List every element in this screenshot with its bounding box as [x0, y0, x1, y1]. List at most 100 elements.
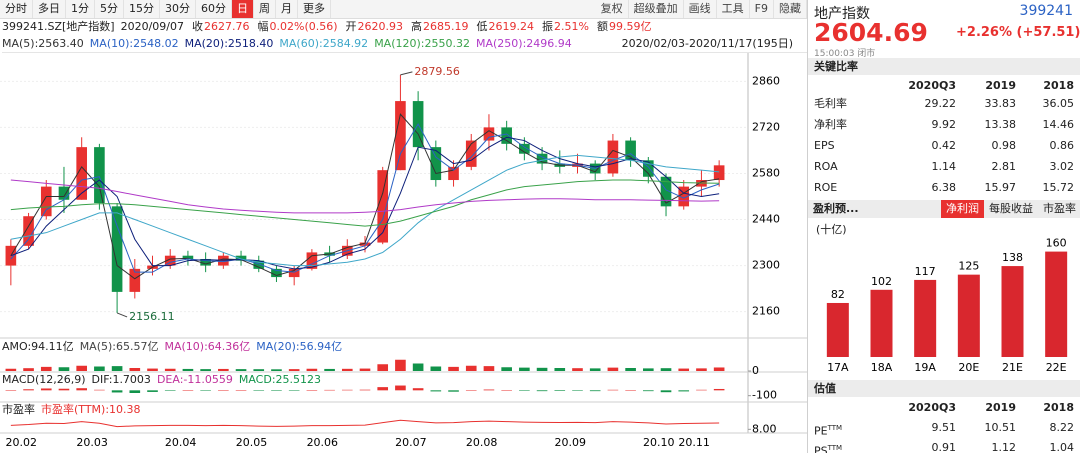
legend-entry: DIF:1.7003 — [91, 373, 151, 386]
period-button[interactable]: 30分 — [160, 0, 196, 18]
y-tick-label: -100 — [752, 389, 777, 402]
indicator-bar — [696, 368, 707, 371]
indicator-bar — [359, 368, 371, 371]
period-button[interactable]: 1分 — [66, 0, 95, 18]
cell-value: 2.81 — [991, 160, 1017, 173]
forecast-tab[interactable]: 市盈率 — [1043, 202, 1076, 215]
cell-value: 3.02 — [1049, 160, 1075, 173]
x-tick-label: 20.06 — [307, 436, 339, 449]
indicator-bar — [643, 390, 654, 392]
indicator-bar — [147, 390, 158, 392]
row-label: PSTTM — [814, 438, 901, 453]
field-value: 2620.93 — [357, 20, 404, 33]
x-tick-label: 22E — [1046, 361, 1067, 374]
period-button[interactable]: 分时 — [0, 0, 33, 18]
indicator-line — [10, 419, 720, 428]
field-value: 0.02%(0.56) — [269, 20, 338, 33]
indicator-bar — [253, 390, 265, 391]
label-sup: TTM — [827, 424, 843, 432]
indicator-bar — [643, 368, 654, 371]
indicator-bar — [235, 390, 247, 391]
period-button[interactable]: 5分 — [95, 0, 124, 18]
bar-value-label: 160 — [1046, 237, 1067, 250]
candle-body — [129, 268, 141, 292]
x-tick-label: 20.02 — [6, 436, 37, 449]
x-tick-label: 19A — [914, 361, 936, 374]
period-button[interactable]: 多日 — [33, 0, 66, 18]
indicator-bar — [430, 390, 442, 392]
forecast-tab[interactable]: 每股收益 — [989, 202, 1033, 215]
indicator-bar — [58, 367, 70, 371]
indicator-bar — [536, 367, 548, 371]
legend-entry: DEA:-11.0559 — [156, 373, 233, 386]
x-tick-label: 18A — [871, 361, 893, 374]
y-tick-label: 2580 — [752, 166, 780, 179]
field-label: 额 — [596, 20, 608, 33]
cell-value: 0.86 — [1049, 139, 1075, 152]
annotation-line — [116, 312, 128, 318]
indicator-bar — [111, 390, 123, 393]
forecast-tab[interactable]: 盈利预... — [813, 202, 859, 215]
candle-body — [235, 255, 247, 261]
column-header: 2018 — [1043, 401, 1074, 414]
x-tick-label: 20.07 — [395, 436, 427, 449]
indicator-bar — [23, 368, 34, 371]
indicator-bar — [678, 390, 690, 392]
indicator-bar — [253, 369, 265, 371]
indicator-bar — [324, 368, 335, 371]
indicator-bar — [483, 389, 495, 391]
tool-button[interactable]: 工具 — [717, 0, 750, 18]
valuation-title: 估值 — [808, 380, 1080, 397]
indicator-bar — [554, 368, 566, 371]
indicator-bar — [94, 389, 105, 391]
indicator-bar — [200, 369, 211, 371]
cell-value: 33.83 — [984, 97, 1017, 110]
candle-body — [713, 165, 725, 181]
forecast-tab[interactable]: 净利润 — [941, 200, 984, 218]
indicator-bar — [713, 367, 725, 371]
header-spacer — [814, 76, 901, 96]
x-tick-label: 17A — [827, 361, 849, 374]
tool-button[interactable]: 超级叠加 — [629, 0, 684, 18]
indicator-bar — [519, 390, 530, 391]
indicator-bar — [625, 390, 636, 391]
tool-button[interactable]: 隐藏 — [774, 0, 807, 18]
period-button[interactable]: 更多 — [298, 0, 331, 18]
tool-button[interactable]: 画线 — [684, 0, 717, 18]
row-label: EPS — [814, 139, 835, 152]
legend-entry: AMO:94.11亿 — [2, 340, 74, 353]
legend-entry: MACD(12,26,9) — [2, 373, 86, 386]
legend-entry: MA(20):2518.40 — [184, 37, 274, 50]
indicator-bar — [607, 367, 619, 371]
candle-body — [536, 153, 548, 164]
period-button[interactable]: 月 — [276, 0, 298, 18]
indicator-bar — [377, 387, 389, 391]
indicator-bar — [589, 368, 601, 371]
x-tick-label: 20.11 — [678, 436, 710, 449]
period-button[interactable]: 60分 — [196, 0, 232, 18]
candle-body — [58, 186, 70, 200]
candle-body — [395, 101, 406, 171]
indicator-bar — [324, 389, 335, 391]
candle-body — [76, 147, 87, 200]
column-header: 2019 — [985, 79, 1016, 92]
forecast-tabs: 盈利预... 净利润 每股收益 市盈率 — [808, 200, 1080, 218]
indicator-bar — [713, 388, 725, 391]
candle-body — [519, 143, 530, 154]
label-sup: TTM — [827, 444, 843, 452]
indicator-bar — [164, 368, 176, 371]
indicator-bar — [589, 390, 601, 392]
legend-entry: MA(10):64.36亿 — [164, 340, 251, 353]
period-button[interactable]: 15分 — [124, 0, 160, 18]
tool-button[interactable]: 复权 — [596, 0, 629, 18]
period-button[interactable]: 日 — [232, 0, 254, 18]
x-tick-label: 20.03 — [76, 436, 108, 449]
indicator-bar — [306, 390, 318, 391]
cell-value: 9.92 — [931, 118, 957, 131]
tool-button[interactable]: F9 — [750, 0, 774, 18]
x-tick-label: 21E — [1002, 361, 1023, 374]
indicator-bar — [5, 368, 17, 371]
period-button[interactable]: 周 — [254, 0, 276, 18]
indicator-bar — [341, 389, 353, 391]
cell-value: 0.91 — [931, 441, 957, 453]
